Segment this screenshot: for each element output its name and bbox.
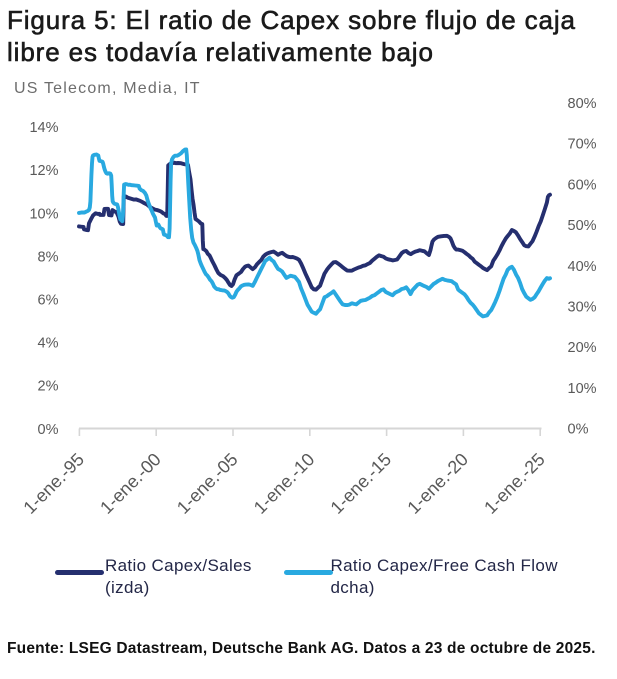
- svg-text:1-ene.-15: 1-ene.-15: [327, 449, 396, 518]
- svg-text:1-ene.-25: 1-ene.-25: [480, 449, 549, 518]
- svg-text:4%: 4%: [38, 336, 59, 352]
- svg-text:50%: 50%: [568, 218, 597, 234]
- svg-text:70%: 70%: [568, 137, 597, 153]
- svg-text:8%: 8%: [38, 249, 59, 265]
- svg-text:6%: 6%: [38, 293, 59, 309]
- svg-text:0%: 0%: [38, 422, 59, 438]
- svg-text:1-ene.-00: 1-ene.-00: [96, 449, 165, 518]
- svg-text:10%: 10%: [29, 206, 58, 222]
- svg-text:30%: 30%: [568, 300, 597, 316]
- svg-text:0%: 0%: [568, 422, 589, 438]
- svg-text:40%: 40%: [568, 259, 597, 275]
- svg-text:1-ene.-10: 1-ene.-10: [250, 449, 319, 518]
- svg-text:12%: 12%: [29, 163, 58, 179]
- svg-text:20%: 20%: [568, 340, 597, 356]
- svg-text:60%: 60%: [568, 177, 597, 193]
- svg-text:1-ene.-05: 1-ene.-05: [173, 449, 242, 518]
- svg-text:1-ene.-20: 1-ene.-20: [403, 449, 472, 518]
- svg-text:80%: 80%: [568, 96, 597, 112]
- svg-text:14%: 14%: [29, 120, 58, 136]
- svg-text:1-ene.-95: 1-ene.-95: [19, 449, 88, 518]
- svg-text:2%: 2%: [38, 379, 59, 395]
- svg-text:10%: 10%: [568, 381, 597, 397]
